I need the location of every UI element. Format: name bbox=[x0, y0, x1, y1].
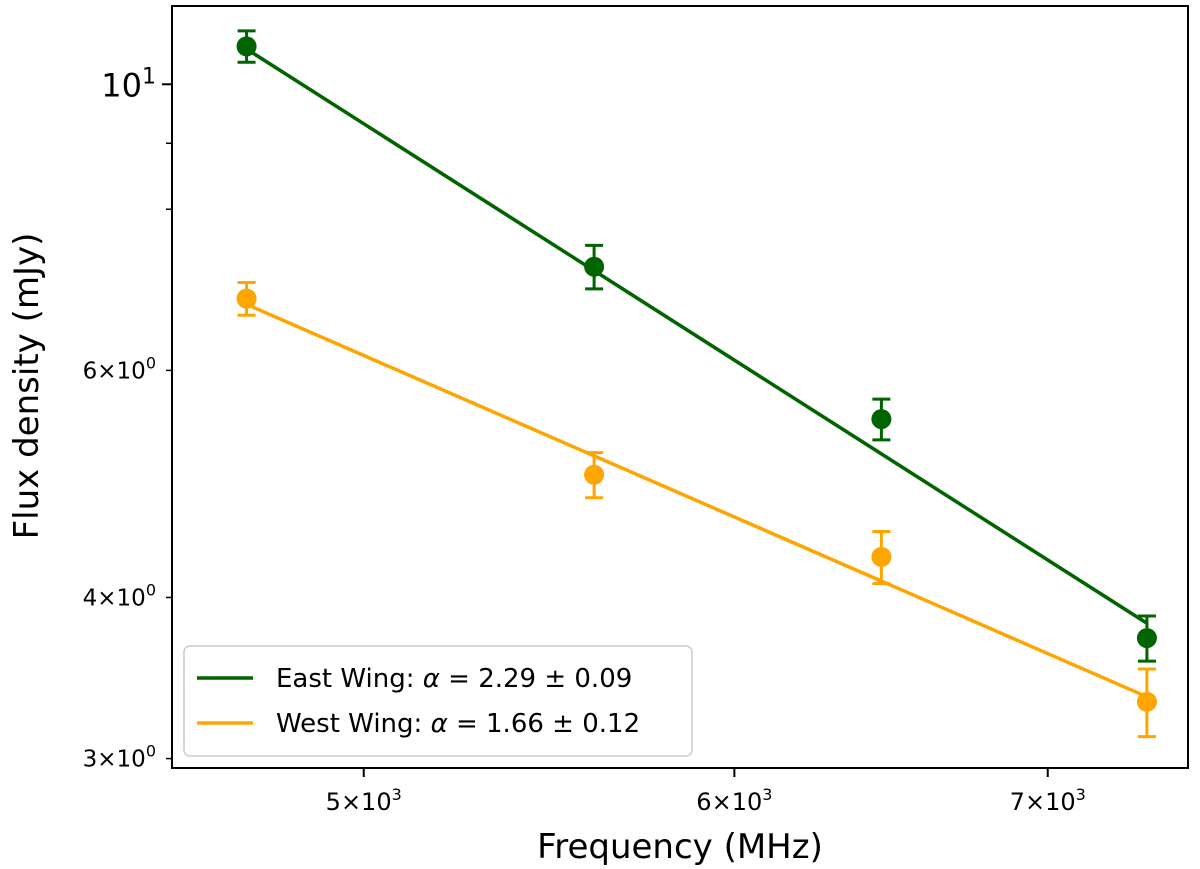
data-point-east-wing bbox=[871, 409, 892, 430]
fit-line-east-wing bbox=[245, 47, 1148, 625]
data-point-west-wing bbox=[236, 288, 257, 309]
data-point-east-wing bbox=[1136, 628, 1157, 649]
x-tick-label: 6×103 bbox=[696, 785, 772, 816]
data-point-east-wing bbox=[236, 36, 257, 57]
x-tick-label: 7×103 bbox=[1010, 785, 1086, 816]
axis-ticks: 5×103 6×103 7×103 101 3×100 4×100 6×100 bbox=[83, 64, 1086, 816]
data-point-west-wing bbox=[584, 464, 605, 485]
legend-label-east: East Wing: α = 2.29 ± 0.09 bbox=[276, 664, 632, 694]
series-west-wing bbox=[236, 280, 1157, 739]
x-axis-label: Frequency (MHz) bbox=[537, 827, 823, 867]
data-point-east-wing bbox=[584, 256, 605, 277]
y-major-tick-label: 101 bbox=[101, 64, 156, 104]
fit-line-west-wing bbox=[245, 302, 1148, 699]
legend-box bbox=[183, 645, 693, 757]
y-minor-tick-label: 4×100 bbox=[83, 580, 156, 611]
y-minor-tick-label: 6×100 bbox=[83, 353, 156, 384]
legend-label-west: West Wing: α = 1.66 ± 0.12 bbox=[276, 709, 640, 739]
y-minor-tick-label: 3×100 bbox=[83, 742, 156, 773]
y-axis-label: Flux density (mJy) bbox=[7, 233, 47, 540]
data-point-west-wing bbox=[1136, 691, 1157, 712]
plot-area-frame bbox=[171, 5, 1189, 769]
plot-data bbox=[236, 29, 1157, 739]
legend: East Wing: α = 2.29 ± 0.09 West Wing: α … bbox=[183, 645, 693, 757]
series-east-wing bbox=[236, 29, 1157, 663]
x-tick-label: 5×103 bbox=[326, 785, 402, 816]
data-point-west-wing bbox=[871, 546, 892, 567]
